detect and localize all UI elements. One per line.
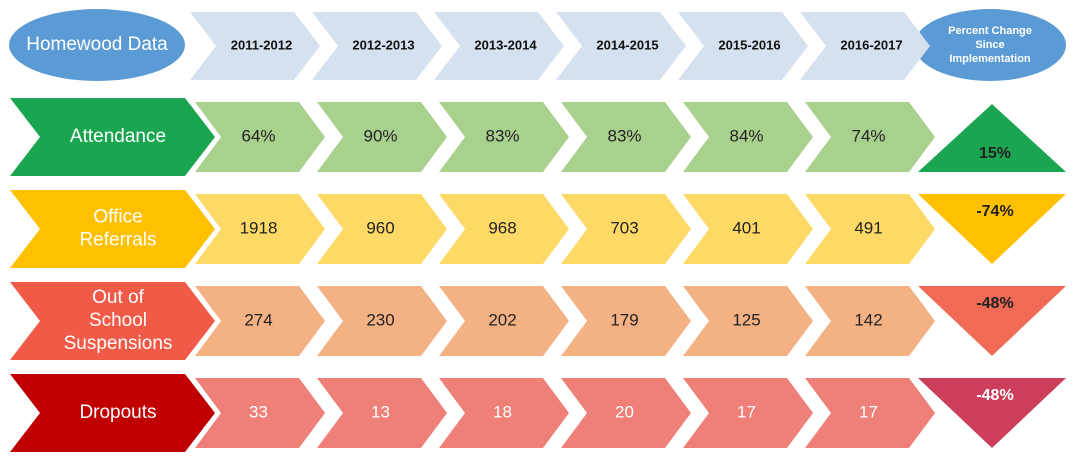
value: 83% (607, 126, 641, 145)
value: 17 (737, 402, 756, 421)
change-value: -48% (976, 295, 1013, 312)
year-label: 2016-2017 (840, 37, 902, 52)
value-chevron (195, 286, 325, 356)
value-chevron (561, 194, 691, 264)
year-chevron (678, 12, 808, 80)
row-label-chevron (10, 98, 215, 176)
value-chevron (683, 102, 813, 172)
value: 1918 (240, 218, 278, 237)
row-label-chevron (10, 374, 215, 452)
change-label: Percent Change Since Implementation (948, 25, 1032, 65)
change-triangle (918, 104, 1066, 172)
year-label: 2012-2013 (352, 37, 414, 52)
change-value: 15% (979, 145, 1011, 162)
value: 84% (729, 126, 763, 145)
value-chevron (317, 194, 447, 264)
year-label: 2011-2012 (231, 37, 292, 52)
value-chevron (805, 286, 935, 356)
year-chevron (434, 12, 564, 80)
value: 125 (732, 310, 760, 329)
value: 83% (485, 126, 519, 145)
value: 230 (366, 310, 394, 329)
title: Homewood Data (26, 34, 168, 55)
value: 202 (488, 310, 516, 329)
value: 968 (488, 218, 516, 237)
value: 274 (244, 310, 272, 329)
row-label: Attendance (70, 126, 166, 147)
year-chevron (556, 12, 686, 80)
value: 18 (493, 402, 512, 421)
change-triangle (918, 194, 1066, 264)
value: 74% (851, 126, 885, 145)
change-value: -74% (976, 203, 1013, 220)
value: 13 (371, 402, 390, 421)
value: 491 (854, 218, 882, 237)
title-ellipse (9, 9, 185, 81)
row-label: Dropouts (79, 402, 156, 423)
value-chevron (561, 286, 691, 356)
change-ellipse (914, 9, 1066, 81)
value: 401 (732, 218, 760, 237)
value-chevron (805, 194, 935, 264)
value-chevron (439, 194, 569, 264)
value: 960 (366, 218, 394, 237)
value-chevron (439, 378, 569, 448)
value: 20 (615, 402, 634, 421)
change-value: -48% (976, 387, 1013, 404)
value-chevron (195, 102, 325, 172)
value: 142 (854, 310, 882, 329)
change-triangle (918, 378, 1066, 448)
value-chevron (439, 102, 569, 172)
value-chevron (805, 102, 935, 172)
value: 90% (363, 126, 397, 145)
value-chevron (561, 378, 691, 448)
row-label: Office Referrals (79, 207, 156, 251)
value-chevron (561, 102, 691, 172)
value-chevron (439, 286, 569, 356)
value: 17 (859, 402, 878, 421)
value: 179 (610, 310, 638, 329)
value-chevron (683, 286, 813, 356)
value-chevron (317, 286, 447, 356)
change-triangle (918, 286, 1066, 356)
value-chevron (195, 378, 325, 448)
value-chevron (805, 378, 935, 448)
year-label: 2014-2015 (596, 37, 658, 52)
year-chevron (190, 12, 320, 80)
value-chevron (683, 378, 813, 448)
value-chevron (195, 194, 325, 264)
value: 64% (241, 126, 275, 145)
year-label: 2015-2016 (718, 37, 780, 52)
value-chevron (317, 378, 447, 448)
value-chevron (317, 102, 447, 172)
year-label: 2013-2014 (474, 37, 537, 52)
value: 703 (610, 218, 638, 237)
row-label-chevron (10, 282, 215, 360)
row-label: Out of School Suspensions (64, 287, 173, 354)
year-chevron (800, 12, 930, 80)
year-chevron (312, 12, 442, 80)
row-label-chevron (10, 190, 215, 268)
value: 33 (249, 402, 268, 421)
value-chevron (683, 194, 813, 264)
